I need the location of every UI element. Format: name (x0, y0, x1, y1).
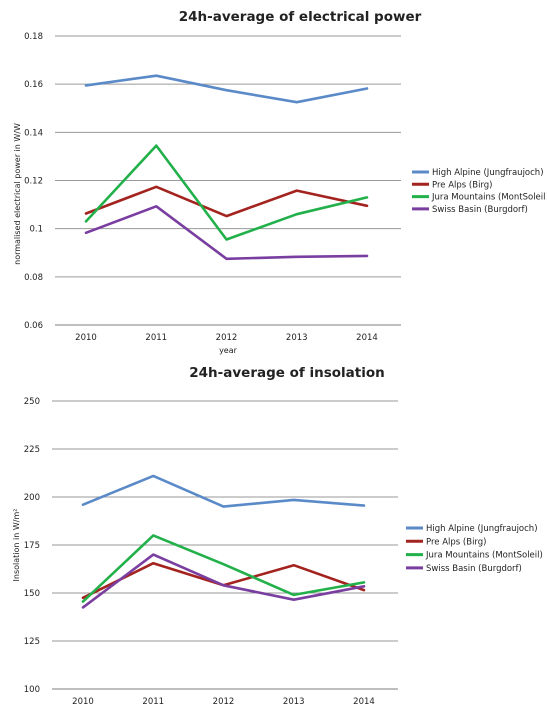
y-tick-label: 0.08 (24, 273, 43, 283)
series-line-pre-alps (86, 187, 367, 216)
chart-title: 24h-average of electrical power (179, 9, 422, 25)
y-tick-label: 0.18 (24, 32, 43, 42)
y-tick-label: 100 (24, 685, 40, 695)
x-tick-label: 2012 (213, 697, 235, 707)
y-tick-label: 0.1 (29, 225, 43, 235)
x-tick-label: 2014 (356, 333, 378, 343)
y-tick-label: 0.12 (24, 177, 43, 187)
legend-label: Jura Mountains (MontSoleil (431, 193, 546, 203)
y-tick-label: 0.06 (24, 321, 43, 331)
x-tick-label: 2013 (283, 697, 305, 707)
legend-label: Jura Mountains (MontSoleil) (425, 551, 543, 561)
x-tick-labels: 2010 2011 2012 2013 2014 (75, 333, 378, 343)
legend-label: High Alpine (Jungfraujoch) (426, 524, 538, 534)
gridlines (52, 401, 398, 641)
gridlines (55, 36, 401, 277)
x-axis-label: year (219, 346, 238, 355)
series-line-high-alpine (86, 76, 367, 103)
series-line-jura (86, 146, 367, 240)
y-tick-labels: 100 125 150 175 200 225 250 (24, 397, 40, 695)
x-tick-label: 2011 (145, 333, 167, 343)
x-tick-labels: 2010 2011 2012 2013 2014 (72, 697, 375, 707)
x-tick-label: 2010 (75, 333, 97, 343)
x-tick-label: 2013 (286, 333, 308, 343)
legend-label: Pre Alps (Birg) (426, 537, 486, 547)
legend-label: Swiss Basin (Burgdorf) (432, 205, 528, 215)
y-tick-label: 0.16 (24, 80, 43, 90)
legend-label: Pre Alps (Birg) (432, 180, 492, 190)
legend-label: Swiss Basin (Burgdorf) (426, 564, 522, 574)
series-line-swiss-basin (86, 206, 367, 258)
series-lines (83, 476, 364, 608)
legend-label: High Alpine (Jungfraujoch) (432, 168, 544, 178)
legend: High Alpine (Jungfraujoch) Pre Alps (Birg… (412, 168, 546, 215)
y-tick-label: 125 (24, 637, 40, 647)
y-tick-label: 200 (24, 493, 40, 503)
x-tick-label: 2010 (72, 697, 94, 707)
y-tick-label: 0.14 (24, 128, 43, 138)
y-tick-label: 175 (24, 541, 40, 551)
y-axis-label: Insolation in W/m² (12, 509, 21, 582)
series-line-high-alpine (83, 476, 364, 507)
x-tick-label: 2012 (216, 333, 238, 343)
y-tick-labels: 0.06 0.08 0.1 0.12 0.14 0.16 0.18 (24, 32, 43, 331)
y-axis-label: normalised electrical power in W/W (13, 123, 22, 265)
chart-title: 24h-average of insolation (189, 365, 384, 381)
y-tick-label: 150 (24, 589, 40, 599)
legend: High Alpine (Jungfraujoch) Pre Alps (Birg… (406, 524, 543, 574)
y-tick-label: 250 (24, 397, 40, 407)
y-tick-label: 225 (24, 445, 40, 455)
insolation-chart: 24h-average of insolation 100 125 150 175 20… (12, 365, 543, 707)
x-tick-label: 2014 (353, 697, 375, 707)
electrical-power-chart: 24h-average of electrical power 0.06 0.08… (13, 9, 546, 355)
series-lines (86, 76, 367, 259)
x-tick-label: 2011 (142, 697, 164, 707)
